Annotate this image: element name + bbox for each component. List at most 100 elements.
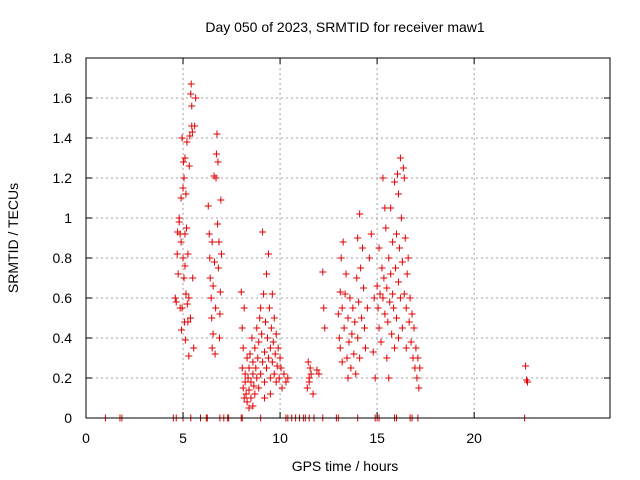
plot-frame [85, 57, 611, 419]
data-point [338, 358, 346, 366]
data-point [396, 154, 404, 162]
data-point [210, 258, 218, 266]
data-point [185, 162, 193, 170]
data-point [250, 382, 258, 390]
y-tick-label: 1.2 [53, 170, 73, 186]
data-point [390, 304, 398, 312]
data-point [363, 304, 371, 312]
data-point [321, 324, 329, 332]
data-point [238, 324, 246, 332]
data-point [255, 338, 263, 346]
data-point [374, 304, 382, 312]
data-point [187, 90, 195, 98]
data-point [260, 290, 268, 298]
data-point [270, 370, 278, 378]
data-point [272, 378, 280, 386]
data-point [174, 270, 182, 278]
data-point [388, 330, 396, 338]
data-point [306, 364, 314, 372]
x-tick-label: 5 [179, 430, 187, 446]
data-point [376, 290, 384, 298]
data-point [355, 298, 363, 306]
grid-layer [86, 58, 610, 418]
data-point [207, 294, 215, 302]
data-point [389, 238, 397, 246]
data-point [305, 378, 313, 386]
data-point [206, 274, 214, 282]
data-point [353, 274, 361, 282]
y-tick-label: 0.4 [53, 330, 73, 346]
data-point [257, 304, 265, 312]
data-point [370, 294, 378, 302]
data-point [383, 284, 391, 292]
data-point [272, 330, 280, 338]
x-axis-label: GPS time / hours [292, 458, 399, 474]
data-point [262, 364, 270, 372]
data-point [276, 354, 284, 362]
data-point [348, 330, 356, 338]
data-point [275, 374, 283, 382]
data-point [178, 134, 186, 142]
data-point [212, 150, 220, 158]
data-point [249, 402, 257, 410]
data-point [346, 294, 354, 302]
data-point [522, 362, 530, 370]
y-tick-label: 1.8 [53, 50, 73, 66]
y-tick-label: 0.2 [53, 370, 73, 386]
y-tick-label: 0.8 [53, 250, 73, 266]
data-point [217, 196, 225, 204]
data-point [183, 300, 191, 308]
data-point [208, 314, 216, 322]
data-point [268, 290, 276, 298]
data-point [249, 358, 257, 366]
data-point [179, 158, 187, 166]
data-point [361, 344, 369, 352]
data-point [408, 310, 416, 318]
data-point [273, 362, 281, 370]
data-point [181, 262, 189, 270]
data-point [399, 164, 407, 172]
y-tick-label: 0 [64, 410, 72, 426]
data-point [186, 132, 194, 140]
data-point [359, 244, 367, 252]
data-point [171, 294, 179, 302]
data-point [178, 304, 186, 312]
data-point [240, 304, 248, 312]
data-point [412, 344, 420, 352]
data-point [386, 298, 394, 306]
data-point [246, 350, 254, 358]
data-point [280, 370, 288, 378]
data-point [264, 250, 272, 258]
data-point [303, 384, 311, 392]
data-point [183, 224, 191, 232]
data-point [356, 354, 364, 362]
data-point [244, 374, 252, 382]
data-point [241, 370, 249, 378]
data-point [382, 224, 390, 232]
data-point [212, 304, 220, 312]
data-point [356, 210, 364, 218]
data-point [397, 214, 405, 222]
data-point [400, 174, 408, 182]
data-point [416, 364, 424, 372]
tick-labels-layer: 0 0.2 0.4 0.6 0.8 1 1.2 1.4 1.6 1.8 0 5 10 15 20 [53, 50, 483, 446]
data-point [262, 270, 270, 278]
data-point [354, 334, 362, 342]
data-point [173, 250, 181, 258]
data-point [336, 288, 344, 296]
data-point [267, 324, 275, 332]
data-point [192, 94, 200, 102]
data-point [247, 378, 255, 386]
data-point [211, 350, 219, 358]
data-point [373, 282, 381, 290]
data-point [342, 270, 350, 278]
data-point [242, 390, 250, 398]
data-point [406, 294, 414, 302]
data-point [208, 344, 216, 352]
data-point [261, 348, 269, 356]
data-point [186, 314, 194, 322]
data-point [270, 314, 278, 322]
data-point [349, 304, 357, 312]
y-tick-label: 1 [64, 210, 72, 226]
